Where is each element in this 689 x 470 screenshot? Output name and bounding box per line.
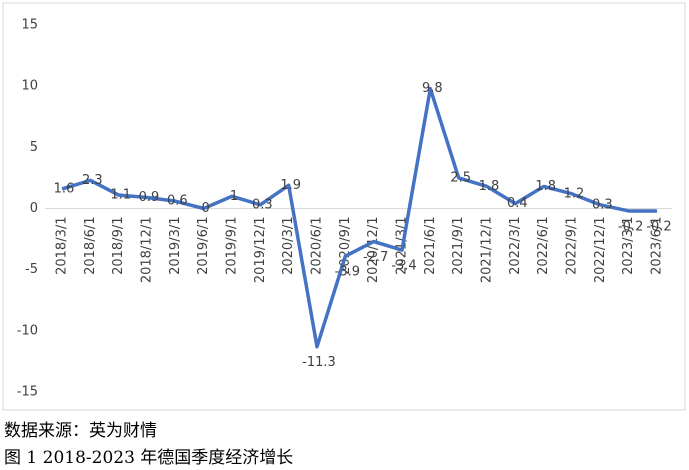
data-label: -0.2 [618,219,643,234]
chart-border [2,2,686,411]
x-tick-label: 2021/6/1 [423,217,438,275]
data-label: 9.8 [422,81,443,96]
y-tick-label: -5 [25,262,38,277]
data-label: 0.3 [592,197,613,212]
x-tick-label: 2019/12/1 [253,217,268,284]
source: 数据来源：英为财情 [4,421,157,441]
x-tick-label: 2018/12/1 [140,217,155,284]
x-tick-label: 2018/6/1 [83,217,98,275]
y-tick-label: 0 [30,201,38,216]
data-label: 0.6 [167,194,188,209]
x-tick-label: 2022/3/1 [508,217,523,275]
data-label: 1.8 [535,179,556,194]
x-tick-label: 2023/3/1 [621,217,636,275]
data-label: 2.5 [450,170,471,185]
x-tick-label: 2021/12/1 [480,217,495,284]
x-tick-label: 2022/12/1 [593,217,608,284]
line [61,86,657,349]
x-tick-label: 2020/9/1 [338,217,353,275]
x-tick-label: 2019/3/1 [168,217,183,275]
x-tick-label: 2022/9/1 [565,217,580,275]
data-label: 1 [230,189,238,204]
data-label: 2.3 [82,173,103,188]
y-tick-label: -10 [17,323,38,338]
data-label: 1.9 [280,178,301,193]
data-label: 0.9 [139,190,160,205]
data-label: 0.3 [252,197,273,212]
y-tick-label: 15 [21,18,38,33]
data-label: 1.2 [564,186,585,201]
x-tick-label: 2020/3/1 [281,217,296,275]
x-tick-label: 2023/6/1 [650,217,665,275]
data-label: 1.8 [479,179,500,194]
x-tick-label: 2019/9/1 [225,217,240,275]
data-label: 1.6 [54,181,75,196]
x-tick-label: 2020/12/1 [366,217,381,284]
y-tick-label: -15 [17,385,38,400]
data-label: -11.3 [302,355,336,370]
data-label: 0 [202,201,210,216]
data-label: -3.4 [391,259,416,274]
x-tick-label: 2019/6/1 [196,217,211,275]
data-label: 0.4 [507,196,528,211]
y-tick-label: 5 [30,140,38,155]
data-label: 1.1 [110,188,131,203]
data-label: -3.9 [335,265,360,280]
x-tick-label: 2020/6/1 [310,217,325,275]
data-label: -2.7 [363,250,388,265]
x-tick-label: 2018/3/1 [55,217,70,275]
data-label: -0.2 [646,219,671,234]
x-tick-label: 2022/6/1 [536,217,551,275]
x-tick-label: 2021/9/1 [451,216,466,274]
x-tick-label: 2018/9/1 [111,217,126,275]
y-tick-label: 10 [21,79,38,94]
caption: 图 1 2018-2023 年德国季度经济增长 [4,448,294,468]
